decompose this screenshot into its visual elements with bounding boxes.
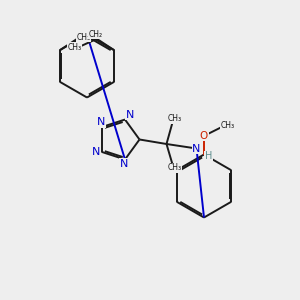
Text: N: N <box>97 117 105 128</box>
Text: O: O <box>200 131 208 141</box>
Text: CH₂: CH₂ <box>88 30 102 39</box>
Text: H: H <box>205 151 212 161</box>
Text: CH₃: CH₃ <box>168 164 182 172</box>
Text: N: N <box>192 143 201 154</box>
Text: CH₃: CH₃ <box>168 114 182 123</box>
Text: N: N <box>92 147 100 157</box>
Text: CH₃: CH₃ <box>77 33 91 42</box>
Text: N: N <box>126 110 134 120</box>
Text: CH₃: CH₃ <box>68 43 82 52</box>
Text: N: N <box>120 159 128 169</box>
Text: CH₃: CH₃ <box>220 121 235 130</box>
